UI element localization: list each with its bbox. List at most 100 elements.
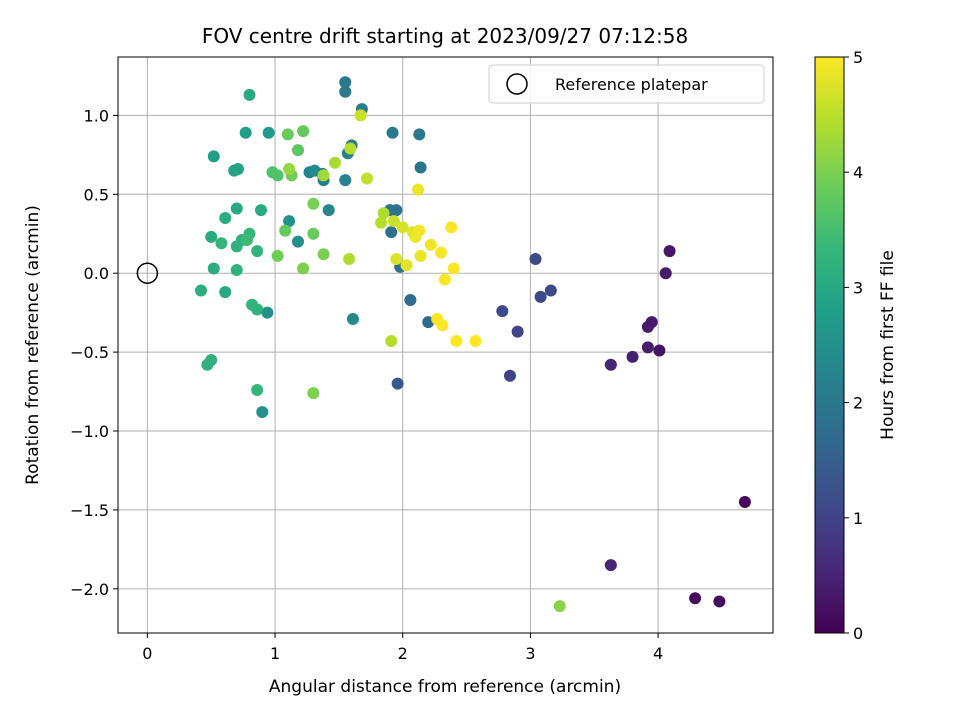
data-point: [194, 284, 207, 297]
data-point: [450, 335, 463, 348]
data-point: [641, 341, 654, 354]
data-point: [230, 240, 243, 253]
data-point: [435, 246, 448, 259]
x-axis-ticks: 0 1 2 3 4: [142, 633, 663, 663]
data-point: [240, 234, 253, 247]
data-point: [232, 163, 245, 176]
data-point: [414, 249, 427, 262]
data-point: [317, 248, 330, 261]
data-point: [604, 559, 617, 572]
data-point: [251, 303, 264, 316]
data-point: [689, 592, 702, 605]
data-point: [292, 235, 305, 248]
data-point: [297, 262, 310, 275]
colorbar-tick-label: 0: [853, 624, 863, 643]
data-point: [201, 358, 214, 371]
x-tick-label: 2: [398, 644, 408, 663]
data-point: [469, 335, 482, 348]
data-point: [297, 125, 310, 138]
colorbar-tick-label: 5: [853, 48, 863, 67]
data-point: [251, 245, 264, 258]
data-point: [386, 126, 399, 139]
y-axis-label: Rotation from reference (arcmin): [23, 205, 43, 485]
data-point: [604, 358, 617, 371]
data-point: [436, 319, 449, 332]
x-tick-label: 1: [270, 644, 280, 663]
data-point: [207, 262, 220, 275]
colorbar-tick-label: 3: [853, 278, 863, 297]
colorbar-ticks: 0 1 2 3 4 5: [844, 48, 863, 643]
legend-box: [488, 64, 765, 104]
colorbar-gradient: [814, 56, 845, 634]
data-point: [375, 216, 388, 229]
y-tick-label: 1.0: [84, 106, 109, 125]
data-point: [271, 169, 284, 182]
data-point: [344, 142, 357, 155]
data-point: [329, 156, 342, 169]
y-axis-ticks: −2.0 −1.5 −1.0 −0.5 0.0 0.5 1.0: [70, 106, 118, 599]
data-point: [496, 305, 509, 318]
legend-entry-reference-platepar: Reference platepar: [555, 75, 708, 94]
data-point: [239, 126, 252, 139]
data-point: [255, 204, 268, 217]
data-point: [292, 144, 305, 157]
data-point: [663, 245, 676, 258]
data-point: [377, 207, 390, 220]
data-point: [307, 197, 320, 210]
data-point: [641, 320, 654, 333]
data-point: [283, 163, 296, 176]
data-point: [251, 383, 264, 396]
data-point: [339, 174, 352, 187]
data-point: [207, 150, 220, 163]
data-point: [659, 267, 672, 280]
legend: Reference platepar: [488, 64, 765, 104]
data-point: [534, 290, 547, 303]
data-point: [738, 496, 751, 509]
plot-frame: [117, 56, 774, 634]
colorbar-label: Hours from first FF file: [878, 250, 898, 440]
y-tick-label: −1.0: [70, 422, 109, 441]
data-point: [256, 406, 269, 419]
data-point: [281, 128, 294, 141]
data-point: [404, 294, 417, 307]
data-point: [390, 252, 403, 265]
x-tick-label: 3: [525, 644, 535, 663]
data-point: [243, 88, 256, 101]
data-point: [215, 237, 228, 250]
data-point: [385, 226, 398, 239]
colorbar-tick-label: 4: [853, 163, 863, 182]
data-point: [343, 252, 356, 265]
data-point: [339, 85, 352, 98]
data-point: [447, 262, 460, 275]
data-point: [391, 377, 404, 390]
data-point: [400, 259, 413, 272]
data-point: [445, 221, 458, 234]
data-point: [279, 224, 292, 237]
data-point: [317, 169, 330, 182]
data-point: [553, 600, 566, 613]
data-point: [414, 161, 427, 174]
y-tick-label: −1.5: [70, 501, 109, 520]
x-axis-label: Angular distance from reference (arcmin): [269, 677, 621, 697]
data-point: [261, 306, 274, 319]
x-tick-label: 4: [653, 644, 663, 663]
data-point: [230, 202, 243, 215]
data-point: [346, 312, 359, 325]
colorbar-tick-label: 1: [853, 509, 863, 528]
colorbar: 0 1 2 3 4 5 Hours from first FF file: [814, 48, 898, 643]
data-point: [230, 264, 243, 277]
data-point: [424, 238, 437, 251]
data-point: [307, 227, 320, 240]
y-tick-label: 0.5: [84, 185, 109, 204]
x-tick-label: 0: [142, 644, 152, 663]
plot-background: [118, 57, 773, 633]
plot-area: [117, 56, 774, 634]
data-point: [339, 76, 352, 89]
data-point: [283, 215, 296, 228]
data-point: [544, 284, 557, 297]
legend-open-circle-icon: [506, 73, 528, 95]
data-point: [360, 172, 373, 185]
data-point: [503, 369, 516, 382]
data-point: [271, 249, 284, 262]
